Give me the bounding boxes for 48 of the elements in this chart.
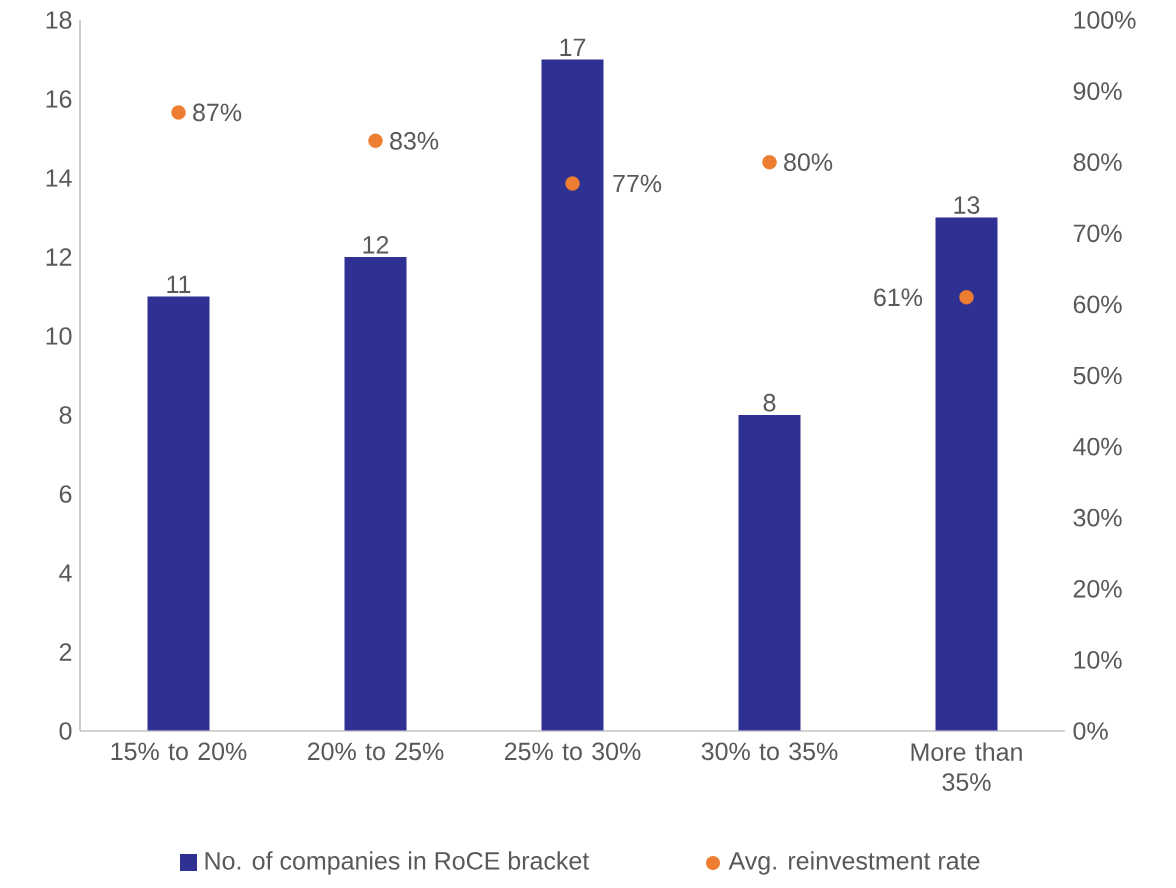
- x-tick-label: 15% to 20%: [111, 742, 247, 761]
- y-tick-label: 6: [59, 485, 72, 503]
- y2-tick-label: 0%: [1073, 722, 1108, 740]
- point: [565, 176, 580, 191]
- bar: [344, 256, 407, 731]
- x-tick-label: 30% to 35%: [701, 742, 838, 761]
- data-label: 12: [363, 236, 389, 254]
- point: [762, 154, 777, 170]
- y-tick-label: 16: [46, 90, 72, 108]
- y2-tick-label: 50%: [1073, 366, 1122, 385]
- legend-label: No. of companies in RoCE bracket: [205, 851, 590, 875]
- y2-tick-label: 40%: [1073, 437, 1122, 456]
- bar: [935, 217, 998, 731]
- data-label: 8: [763, 393, 776, 412]
- data-label: 11: [167, 275, 191, 293]
- y2-tick-label: 10%: [1074, 651, 1122, 669]
- data-label: 80%: [784, 153, 833, 172]
- point: [959, 290, 974, 305]
- data-label: 13: [954, 196, 980, 214]
- x-tick-label: More than 35%: [911, 742, 1022, 791]
- y2-tick-label: 100%: [1074, 11, 1136, 29]
- y2-tick-label: 60%: [1073, 295, 1122, 314]
- y2-tick-label: 30%: [1073, 508, 1122, 527]
- y-tick-label: 18: [46, 11, 72, 29]
- legend-label: Avg. reinvestment rate: [728, 851, 980, 875]
- y-tick-label: 0: [59, 722, 72, 740]
- y2-tick-label: 80%: [1073, 153, 1122, 172]
- bar: [147, 296, 210, 731]
- y2-tick-label: 20%: [1073, 579, 1122, 598]
- y2-tick-label: 90%: [1073, 82, 1122, 100]
- data-label: 17: [560, 38, 586, 56]
- x-tick-label: 25% to 30%: [504, 742, 641, 761]
- point: [171, 105, 186, 120]
- y-tick-label: 14: [46, 169, 72, 187]
- data-label: 77%: [613, 174, 662, 193]
- data-label: 83%: [390, 132, 439, 150]
- y2-tick-label: 70%: [1073, 224, 1122, 243]
- y-tick-label: 12: [46, 248, 72, 266]
- data-label: 61%: [874, 288, 923, 307]
- y-tick-label: 10: [46, 327, 72, 345]
- y-tick-label: 2: [59, 643, 72, 661]
- bar: [541, 59, 604, 731]
- x-tick-label: 20% to 25%: [307, 742, 444, 761]
- y-tick-label: 8: [59, 406, 72, 424]
- data-label: 87%: [193, 103, 242, 122]
- point: [368, 133, 383, 149]
- bar: [738, 414, 801, 731]
- y-tick-label: 4: [59, 564, 72, 582]
